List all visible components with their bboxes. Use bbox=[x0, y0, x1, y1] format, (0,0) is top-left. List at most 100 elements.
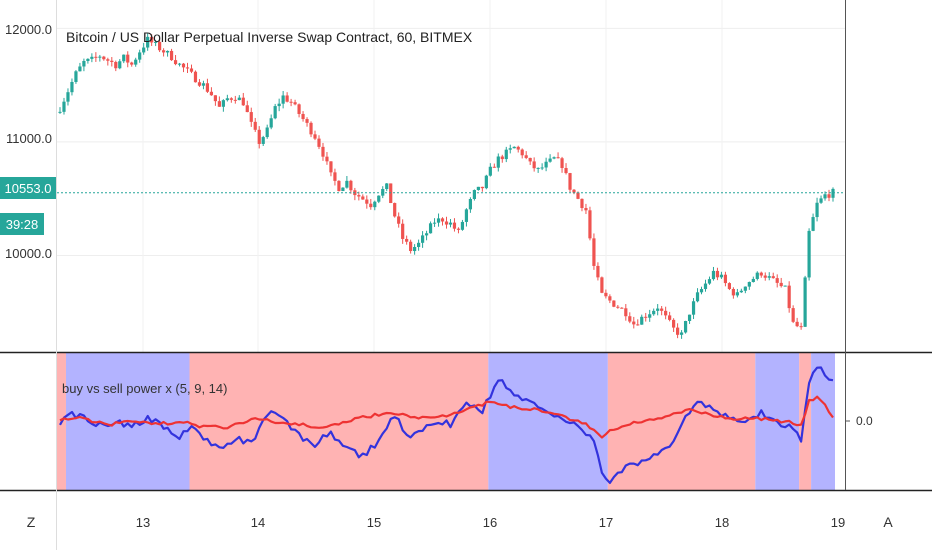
candle-body bbox=[731, 288, 735, 296]
candle bbox=[333, 168, 337, 186]
candle-body bbox=[114, 61, 118, 69]
y-tick-label: 10000.0 bbox=[5, 246, 52, 261]
candle-body bbox=[552, 157, 556, 159]
candle bbox=[751, 276, 755, 283]
candle-body bbox=[747, 282, 751, 287]
candle-body bbox=[771, 276, 775, 279]
candle bbox=[229, 97, 233, 103]
candle bbox=[695, 288, 700, 303]
candle bbox=[313, 130, 317, 141]
candle bbox=[305, 117, 309, 127]
auto-scale-button[interactable]: A bbox=[872, 507, 904, 537]
candle bbox=[221, 99, 225, 112]
candle-body bbox=[484, 175, 488, 189]
candle-body bbox=[568, 173, 572, 190]
candle bbox=[564, 163, 568, 175]
candle-body bbox=[508, 148, 512, 150]
time-axis[interactable]: 13 14 15 16 17 18 19 bbox=[136, 515, 845, 530]
candle-body bbox=[377, 195, 381, 202]
candle-body bbox=[221, 100, 225, 107]
candle-body bbox=[683, 320, 688, 333]
candle-body bbox=[819, 198, 823, 203]
candle-body bbox=[106, 59, 110, 61]
candle bbox=[660, 305, 664, 316]
candle-body bbox=[460, 221, 465, 230]
candle bbox=[154, 39, 158, 47]
candle-body bbox=[281, 95, 285, 104]
candle-body bbox=[624, 308, 628, 317]
y-tick-label: 11000.0 bbox=[6, 131, 52, 146]
candle-body bbox=[516, 146, 520, 150]
candle-body bbox=[134, 59, 138, 65]
candle bbox=[401, 219, 405, 244]
candle-body bbox=[409, 241, 413, 252]
candle-body bbox=[620, 307, 624, 309]
candle-body bbox=[365, 199, 369, 204]
candle bbox=[763, 272, 767, 281]
sell-zone bbox=[799, 353, 812, 490]
candle bbox=[261, 135, 265, 147]
candle-body bbox=[707, 279, 712, 284]
candle-body bbox=[751, 278, 755, 283]
candle bbox=[711, 266, 716, 281]
candle bbox=[687, 314, 692, 324]
candle bbox=[504, 146, 508, 163]
candle bbox=[532, 157, 536, 172]
candle-body bbox=[468, 198, 473, 210]
candle bbox=[98, 54, 102, 62]
candle-body bbox=[544, 161, 548, 168]
candle bbox=[612, 300, 616, 308]
candle-body bbox=[393, 203, 397, 217]
candle bbox=[189, 64, 194, 74]
candle bbox=[444, 216, 449, 229]
candle bbox=[580, 198, 584, 212]
candle bbox=[369, 198, 373, 210]
candle bbox=[560, 156, 564, 173]
candle bbox=[516, 145, 520, 153]
candle bbox=[512, 146, 516, 149]
candle-body bbox=[70, 81, 74, 93]
candle-body bbox=[305, 119, 309, 123]
candle bbox=[297, 103, 301, 118]
candle bbox=[703, 279, 708, 292]
candle-body bbox=[58, 111, 62, 113]
candle-body bbox=[735, 292, 739, 296]
candle-body bbox=[779, 282, 783, 287]
candle bbox=[520, 148, 524, 159]
candle bbox=[181, 62, 186, 73]
candle-body bbox=[289, 101, 293, 103]
candle bbox=[217, 96, 221, 107]
candle bbox=[767, 272, 771, 281]
candle-body bbox=[500, 156, 504, 160]
candle-body bbox=[492, 166, 496, 168]
candle bbox=[616, 304, 620, 309]
candle-body bbox=[277, 103, 281, 107]
candle-body bbox=[122, 54, 126, 62]
candle bbox=[150, 34, 154, 46]
candle-body bbox=[261, 137, 265, 144]
candle-body bbox=[401, 223, 405, 239]
candle-body bbox=[648, 314, 652, 318]
candle bbox=[321, 142, 325, 161]
candle bbox=[66, 88, 70, 106]
candle bbox=[644, 312, 648, 322]
candle bbox=[185, 62, 190, 74]
candle bbox=[377, 195, 381, 204]
candle-body bbox=[158, 41, 162, 51]
candle bbox=[743, 286, 747, 294]
candle bbox=[783, 285, 787, 287]
price-axis[interactable]: 12000.0 11000.0 10000.0 bbox=[5, 22, 52, 261]
candle-body bbox=[165, 50, 170, 53]
candle-body bbox=[265, 127, 269, 138]
candle-body bbox=[715, 270, 720, 278]
candle-body bbox=[405, 238, 409, 242]
candle-body bbox=[815, 202, 819, 218]
zoom-reset-button[interactable]: Z bbox=[15, 507, 47, 537]
candle-body bbox=[676, 327, 680, 335]
candle bbox=[811, 213, 815, 232]
candle-body bbox=[150, 36, 154, 43]
candle-body bbox=[173, 60, 178, 65]
candle bbox=[807, 228, 811, 281]
candle bbox=[652, 308, 656, 316]
